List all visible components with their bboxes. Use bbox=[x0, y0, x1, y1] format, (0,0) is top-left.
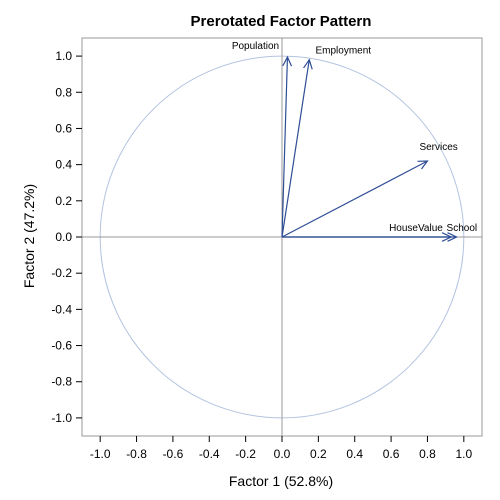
x-tick-label: 0.2 bbox=[310, 447, 327, 461]
x-tick-label: 0.6 bbox=[383, 447, 400, 461]
y-tick-label: -0.2 bbox=[51, 266, 72, 280]
x-axis: -1.0 -0.8 -0.6 -0.4 -0.2 0.0 0.2 0.4 0.6 0.8 1.0 bbox=[90, 436, 472, 461]
vector-employment bbox=[281, 59, 310, 238]
vector-population bbox=[281, 56, 289, 238]
y-axis-label: Factor 2 (47.2%) bbox=[21, 184, 37, 288]
vector-label-population: Population bbox=[232, 41, 279, 52]
x-tick-label: 0.0 bbox=[274, 447, 291, 461]
vector-arrowhead-employment bbox=[303, 58, 313, 70]
y-tick-label: 1.0 bbox=[55, 49, 72, 63]
y-tick-label: 0.0 bbox=[55, 230, 72, 244]
vector-label-services: Services bbox=[419, 142, 457, 153]
x-tick-label: -1.0 bbox=[90, 447, 111, 461]
vector-label-housevalue: HouseValue bbox=[389, 223, 443, 234]
x-axis-label: Factor 1 (52.8%) bbox=[229, 473, 333, 489]
y-tick-label: 0.6 bbox=[55, 121, 72, 135]
x-tick-label: -0.2 bbox=[235, 447, 256, 461]
chart-title: Prerotated Factor Pattern bbox=[191, 13, 372, 30]
y-axis: -1.0 -0.8 -0.6 -0.4 -0.2 0.0 0.2 0.4 0.6 0.8 1.0 bbox=[51, 49, 82, 425]
y-tick-label: -0.4 bbox=[51, 302, 72, 316]
vector-arrowhead-services bbox=[417, 160, 429, 170]
y-tick-label: -0.6 bbox=[51, 339, 72, 353]
vector-label-school: School bbox=[447, 223, 478, 234]
vector-arrowhead-school bbox=[447, 232, 458, 242]
plot-area: Population Employment Services HouseValue Sc… bbox=[81, 37, 483, 437]
x-tick-label: 1.0 bbox=[455, 447, 472, 461]
y-tick-label: -0.8 bbox=[51, 375, 72, 389]
vector-arrowhead-population bbox=[282, 55, 293, 67]
vector-services bbox=[281, 160, 428, 238]
y-tick-label: 0.8 bbox=[55, 85, 72, 99]
x-tick-label: -0.8 bbox=[126, 447, 147, 461]
x-tick-label: -0.6 bbox=[163, 447, 184, 461]
y-tick-label: 0.2 bbox=[55, 194, 72, 208]
vector-label-employment: Employment bbox=[315, 46, 371, 57]
x-tick-label: 0.4 bbox=[346, 447, 363, 461]
x-tick-label: -0.4 bbox=[199, 447, 220, 461]
x-tick-label: 0.8 bbox=[419, 447, 436, 461]
y-tick-label: 0.4 bbox=[55, 158, 72, 172]
y-tick-label: -1.0 bbox=[51, 411, 72, 425]
